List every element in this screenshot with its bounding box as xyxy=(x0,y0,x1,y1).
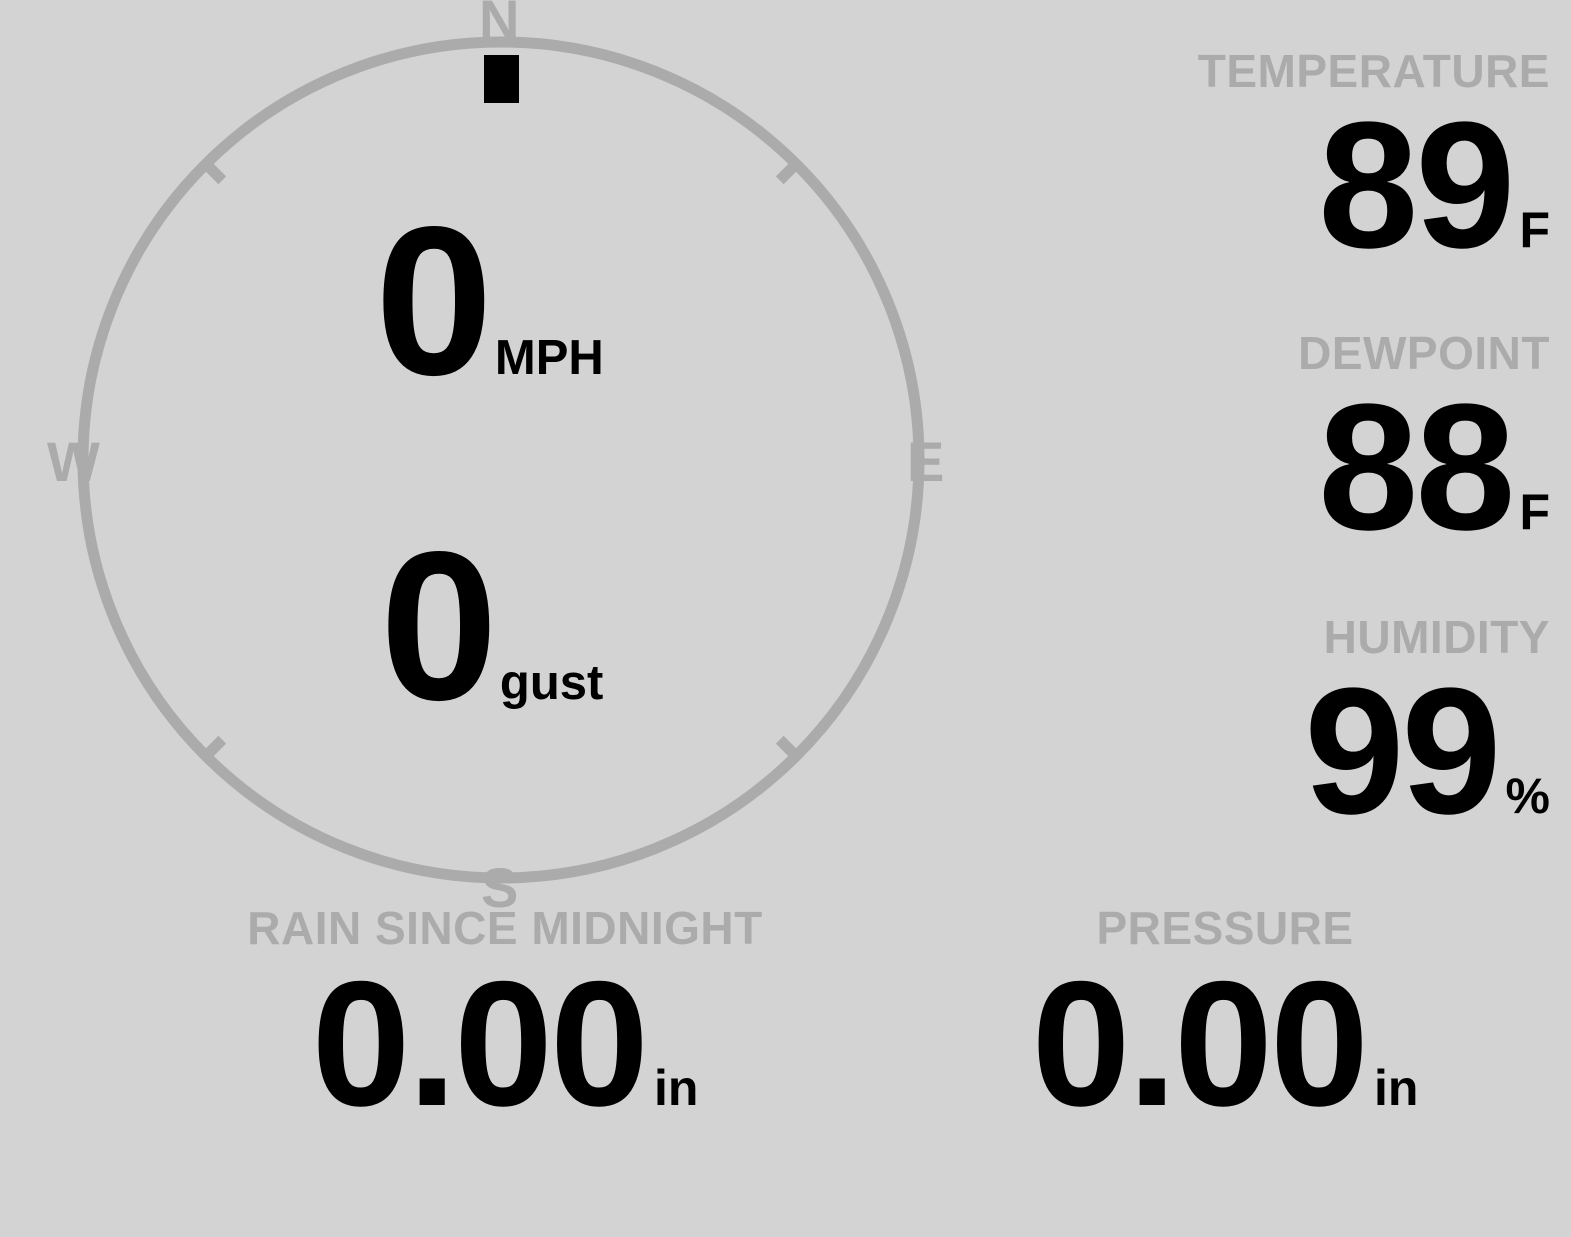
compass-label-north: N xyxy=(479,0,520,51)
compass-ticks xyxy=(202,160,800,760)
wind-gust-unit: gust xyxy=(499,656,604,710)
metric-pressure-value-row: 0.00 in xyxy=(905,953,1545,1135)
metric-pressure-value: 0.00 xyxy=(1031,944,1369,1143)
metric-pressure: PRESSURE 0.00 in xyxy=(905,905,1545,1135)
metric-humidity: HUMIDITY 99 % xyxy=(1130,614,1550,844)
metric-temperature-value-row: 89 F xyxy=(1130,94,1550,278)
metric-pressure-unit: in xyxy=(1374,1060,1419,1116)
metric-temperature: TEMPERATURE 89 F xyxy=(1130,48,1550,278)
compass-label-west: W xyxy=(47,430,100,493)
compass-tick-se-icon xyxy=(775,735,800,760)
compass-tick-nw-icon xyxy=(202,160,227,185)
metric-dewpoint-unit: F xyxy=(1519,484,1550,540)
wind-gust-readout: 0 gust xyxy=(380,520,603,732)
wind-speed-unit: MPH xyxy=(494,331,604,385)
metric-dewpoint-value: 88 xyxy=(1318,367,1515,568)
metric-dewpoint: DEWPOINT 88 F xyxy=(1130,330,1550,560)
metric-pressure-label: PRESSURE xyxy=(1096,902,1354,954)
metric-humidity-value: 99 xyxy=(1304,651,1501,852)
metric-dewpoint-label: DEWPOINT xyxy=(1298,327,1550,379)
metric-humidity-label: HUMIDITY xyxy=(1323,611,1550,663)
compass-label-south: S xyxy=(481,856,519,919)
wind-compass-panel: N S W E 0 MPH 0 gust xyxy=(0,0,1000,916)
metric-humidity-unit: % xyxy=(1505,768,1550,824)
wind-gust-value: 0 xyxy=(380,507,498,744)
metric-temperature-label: TEMPERATURE xyxy=(1197,45,1550,97)
wind-speed-value: 0 xyxy=(375,182,493,419)
compass-label-east: E xyxy=(907,430,945,493)
wind-speed-readout: 0 MPH xyxy=(375,195,604,407)
metric-rain-label: RAIN SINCE MIDNIGHT xyxy=(247,902,763,954)
metric-rain-since-midnight: RAIN SINCE MIDNIGHT 0.00 in xyxy=(185,905,825,1135)
metric-rain-value: 0.00 xyxy=(311,944,649,1143)
metric-temperature-unit: F xyxy=(1519,202,1550,258)
metric-humidity-value-row: 99 % xyxy=(1130,660,1550,844)
metric-rain-value-row: 0.00 in xyxy=(185,953,825,1135)
metric-dewpoint-value-row: 88 F xyxy=(1130,376,1550,560)
wind-direction-marker-icon xyxy=(484,55,519,103)
metric-temperature-value: 89 xyxy=(1318,85,1515,286)
compass-tick-ne-icon xyxy=(775,160,800,185)
compass-ring-icon xyxy=(77,36,925,884)
compass-tick-sw-icon xyxy=(202,735,227,760)
compass-dial xyxy=(77,36,925,884)
metric-rain-unit: in xyxy=(654,1060,699,1116)
